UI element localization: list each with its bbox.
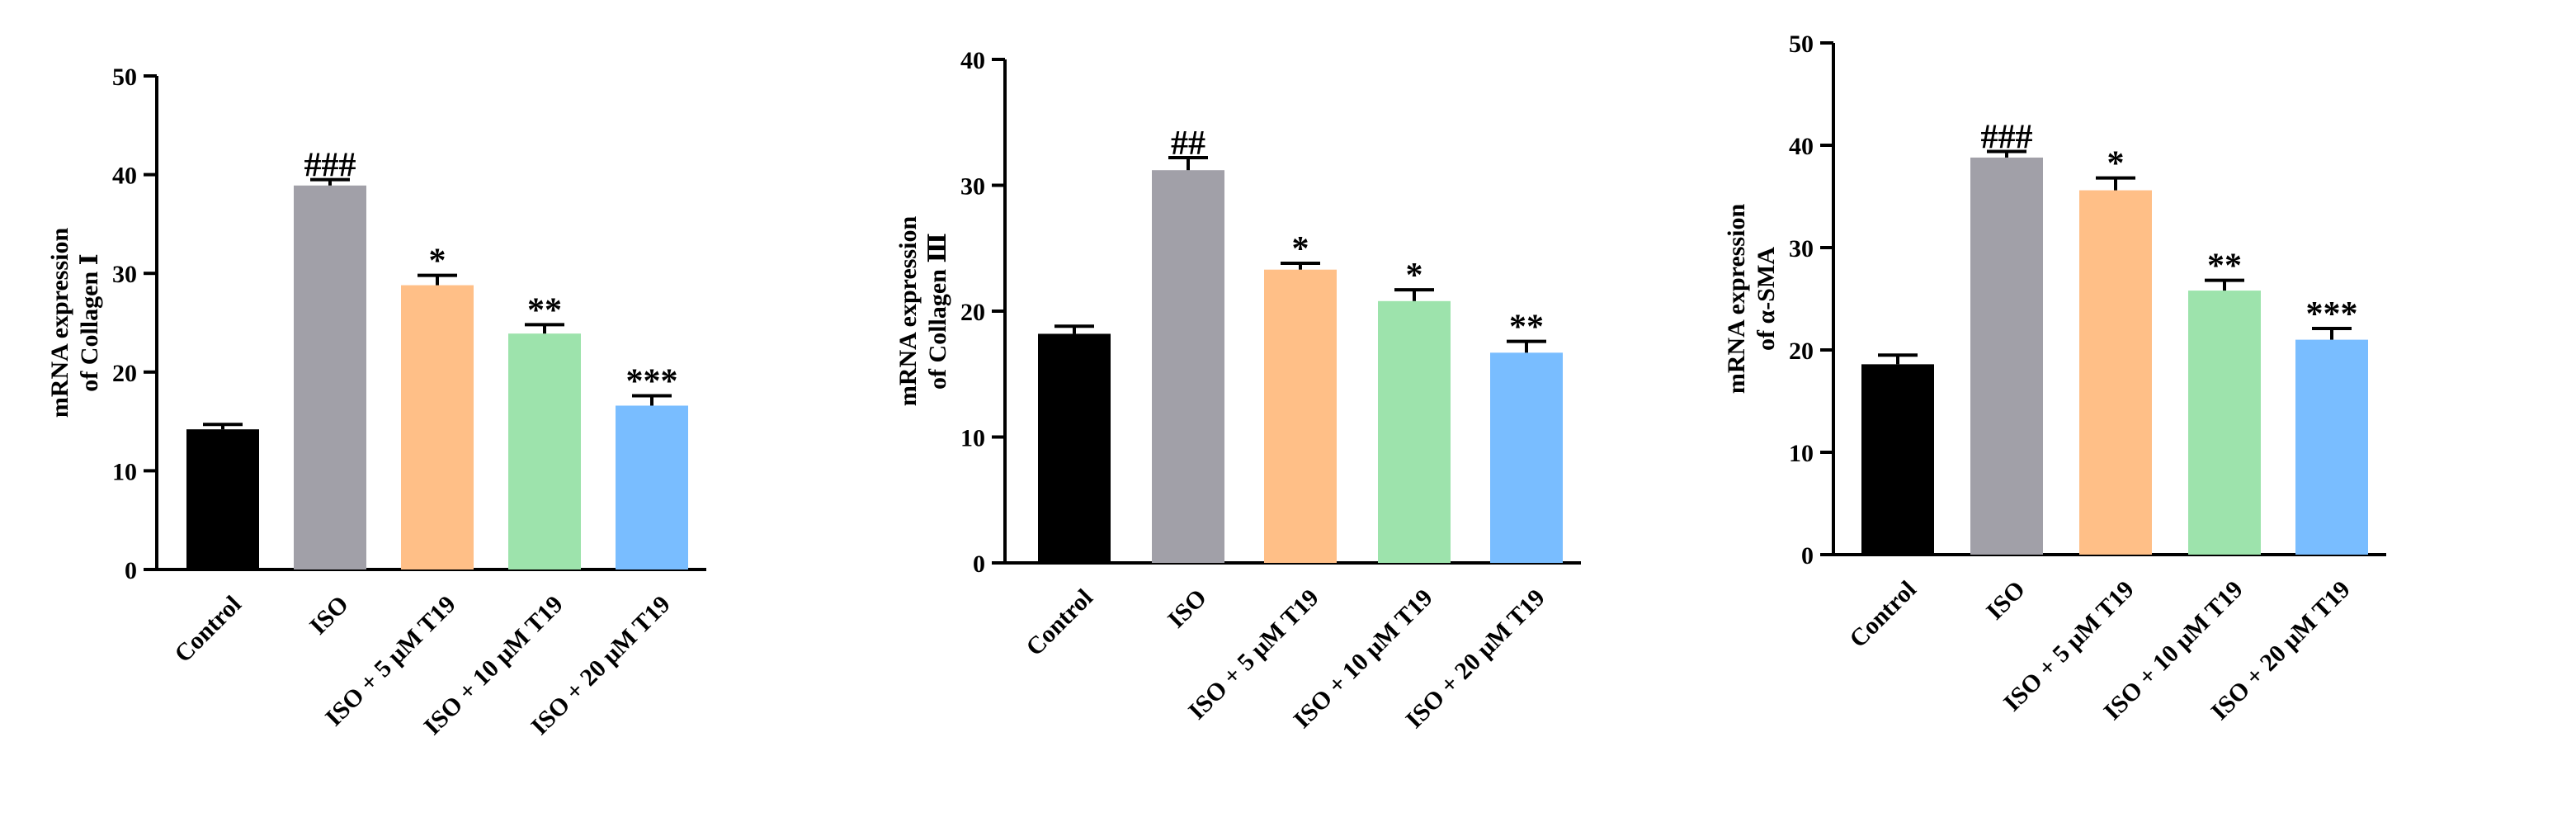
significance-label: ###: [1981, 118, 2033, 156]
y-tick-label: 40: [1789, 133, 1814, 160]
y-tick-label: 50: [1789, 31, 1814, 58]
y-tick-label: 0: [125, 557, 137, 584]
y-axis-title-line-1: mRNA expression: [894, 216, 922, 407]
y-tick-label: 10: [960, 425, 985, 452]
y-tick-label: 50: [112, 64, 137, 91]
significance-label: ***: [2306, 295, 2358, 333]
y-tick-label: 20: [112, 360, 137, 387]
y-tick-label: 40: [960, 47, 985, 74]
bar-4: [508, 333, 581, 569]
chart-2: 0 10 20 30 40 mRNA expression of Collagen Ⅲ Con…: [894, 47, 1581, 734]
significance-label: ###: [304, 147, 356, 185]
bar-4: [2188, 291, 2261, 555]
significance-label: *: [429, 243, 446, 281]
y-axis-title-line-2: of Collagen Ⅰ: [76, 253, 103, 391]
y-tick-label: 30: [1789, 235, 1814, 262]
y-tick-label: 10: [112, 458, 137, 485]
y-axis-title-line-2: of α-SMA: [1753, 247, 1780, 351]
bar-2: [1970, 157, 2043, 555]
bar-3: [2079, 190, 2152, 555]
significance-label: ***: [626, 363, 678, 401]
category-label: Control: [1021, 584, 1098, 662]
bar-2: [1152, 170, 1224, 563]
significance-label: *: [1406, 257, 1423, 295]
y-tick-label: 10: [1789, 440, 1814, 467]
significance-label: *: [2107, 145, 2125, 183]
significance-label: ##: [1171, 125, 1205, 163]
y-tick-label: 40: [112, 163, 137, 190]
bar-1: [1861, 364, 1934, 555]
bar-5: [616, 405, 688, 569]
y-tick-label: 0: [1801, 542, 1814, 569]
significance-label: **: [2207, 248, 2242, 286]
bar-3: [401, 285, 474, 569]
y-tick-label: 20: [960, 299, 985, 326]
category-label: Control: [169, 591, 247, 669]
y-axis-title-line-1: mRNA expression: [1723, 204, 1750, 395]
chart-1: 0 10 20 30 40 50 mRNA expression of Collagen Ⅰ C…: [46, 64, 706, 740]
significance-label: **: [1509, 309, 1544, 347]
bar-1: [186, 429, 259, 569]
significance-label: *: [1292, 230, 1309, 268]
y-tick-label: 20: [1789, 338, 1814, 365]
category-label: ISO: [1163, 584, 1212, 634]
y-axis-title-line-1: mRNA expression: [46, 228, 73, 418]
bar-3: [1264, 269, 1337, 563]
y-tick-label: 0: [973, 551, 985, 578]
significance-label: **: [527, 291, 562, 329]
chart-3: 0 10 20 30 40 50 mRNA expression of α-SMA Contro…: [1723, 31, 2386, 725]
category-label: Control: [1844, 576, 1922, 654]
bar-1: [1038, 333, 1111, 563]
category-label: ISO: [1981, 576, 2031, 626]
y-axis-title-line-2: of Collagen Ⅲ: [924, 233, 951, 390]
bar-2: [294, 185, 366, 570]
y-tick-label: 30: [112, 261, 137, 288]
bar-4: [1378, 300, 1451, 563]
bar-5: [1490, 352, 1563, 563]
category-label: ISO: [304, 591, 354, 640]
bar-5: [2295, 339, 2368, 555]
y-tick-label: 30: [960, 173, 985, 201]
